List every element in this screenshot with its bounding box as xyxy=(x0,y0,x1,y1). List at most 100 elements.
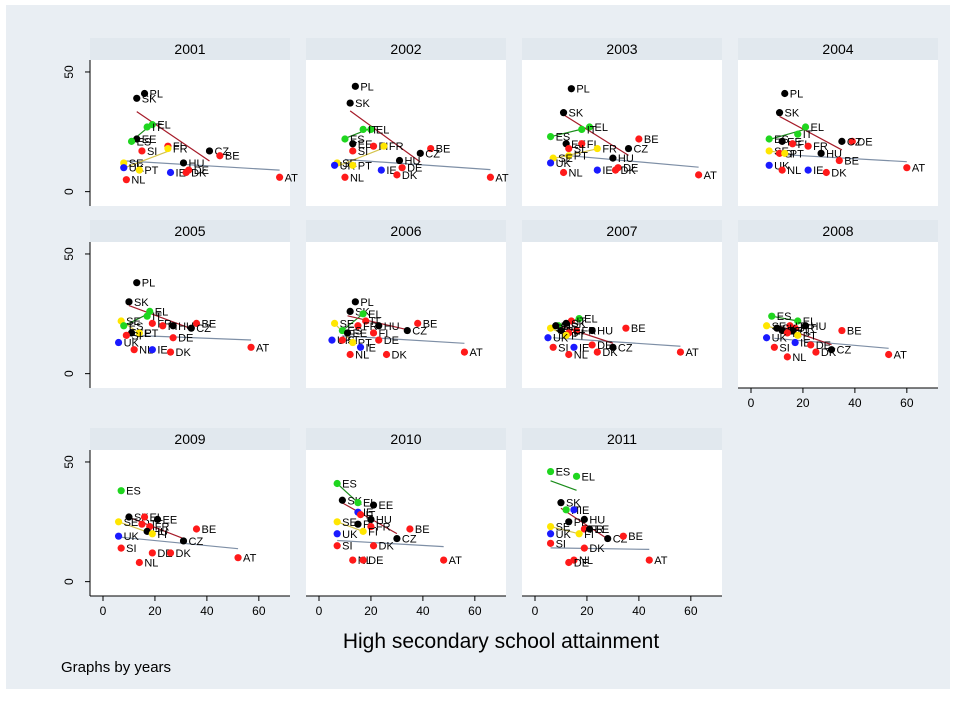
fit-line-red xyxy=(126,160,280,171)
panel-title: 2009 xyxy=(174,431,205,447)
panel-title: 2007 xyxy=(606,223,637,239)
data-point-IT xyxy=(356,511,365,519)
data-point-HU xyxy=(169,322,177,330)
point-label: ES xyxy=(556,467,571,479)
data-point-ES xyxy=(546,467,555,476)
point-label: CZ xyxy=(618,342,633,354)
point-label: EE xyxy=(379,500,394,512)
point-label: FR xyxy=(602,144,617,156)
x-tick-label: 0 xyxy=(748,396,755,410)
point-label: PT xyxy=(790,148,804,160)
point-label: PT xyxy=(574,151,588,163)
point-label: UK xyxy=(556,158,572,170)
data-point-PL xyxy=(552,322,560,330)
point-label: EL xyxy=(582,471,595,483)
point-label: CZ xyxy=(196,323,211,335)
point-label: HU xyxy=(152,526,168,538)
panel-2004: 2004PLSKELITESDECZEEFIFRSESIPTHUBEUKNLIE… xyxy=(738,38,938,206)
point-label: SI xyxy=(558,342,568,354)
point-label: PT xyxy=(144,328,158,340)
point-label: SI xyxy=(358,146,368,158)
point-label: FI xyxy=(587,139,597,151)
data-point-EE xyxy=(557,326,565,335)
point-label: DE xyxy=(194,165,209,177)
data-point-UK xyxy=(546,530,555,538)
data-point-EL xyxy=(354,499,362,507)
point-label: AT xyxy=(495,172,509,184)
data-point-BE xyxy=(216,152,224,160)
point-label: IT xyxy=(803,129,813,141)
point-label: AT xyxy=(243,553,257,565)
point-label: PL xyxy=(790,89,803,101)
point-label: FR xyxy=(389,141,404,153)
data-point-CZ xyxy=(838,137,846,145)
point-label: DK xyxy=(821,347,837,359)
fit-line-red xyxy=(337,539,444,548)
fit-line-red xyxy=(779,153,907,163)
data-point-SI xyxy=(117,544,125,552)
point-label: PL xyxy=(142,278,155,290)
point-label: ES xyxy=(137,136,152,148)
data-point-EL xyxy=(572,472,581,480)
point-label: UK xyxy=(553,333,569,345)
point-label: SI xyxy=(779,342,789,354)
point-label: AT xyxy=(912,163,926,175)
point-label: ES xyxy=(777,311,792,323)
point-label: FR xyxy=(582,326,597,338)
point-label: HU xyxy=(189,158,205,170)
point-label: EL xyxy=(368,309,381,321)
panel-strip xyxy=(90,38,290,60)
data-point-DE xyxy=(185,166,193,174)
point-label: FI xyxy=(173,141,183,153)
point-label: IE xyxy=(176,167,186,179)
point-label: EE xyxy=(163,514,178,526)
point-label: HU xyxy=(589,514,605,526)
fit-line-red xyxy=(342,335,465,344)
point-label: HU xyxy=(811,321,827,333)
data-point-NL xyxy=(349,556,357,564)
x-tick-label: 40 xyxy=(200,604,214,618)
data-point-FR xyxy=(380,142,388,150)
data-point-IT xyxy=(359,125,367,134)
data-point-CZ xyxy=(393,534,401,543)
data-point-FI xyxy=(369,329,378,337)
point-label: EL xyxy=(376,124,389,136)
data-point-SI xyxy=(770,343,778,351)
data-point-PL xyxy=(133,279,141,287)
panel-title: 2001 xyxy=(174,41,205,57)
data-point-CZ xyxy=(609,343,617,351)
data-point-BE xyxy=(835,156,843,165)
plot-area xyxy=(738,242,938,388)
data-point-DE xyxy=(398,164,406,172)
x-tick-label: 40 xyxy=(848,396,862,410)
data-point-UK xyxy=(765,161,773,169)
data-point-SE xyxy=(546,522,555,531)
point-label: SE xyxy=(124,517,139,529)
data-point-DE xyxy=(565,558,573,567)
data-point-FI xyxy=(575,530,583,538)
point-label: IT xyxy=(795,321,805,333)
data-point-PT xyxy=(794,331,802,339)
point-label: IT xyxy=(152,122,162,134)
point-label: IE xyxy=(363,507,373,519)
data-point-IE xyxy=(166,168,175,177)
point-label: NL xyxy=(579,555,593,567)
point-label: IT xyxy=(152,311,162,323)
panel-2008: 2008ESELHUSEITFRSKBEEEPLFIPTUKIEDESICZDK… xyxy=(738,220,938,410)
point-label: DK xyxy=(191,167,207,179)
panel-grid: 2001PLSKELITEEESSIFIFRCZBEHUSEUKPTIEDKDE… xyxy=(62,38,938,618)
panel-2001: 2001PLSKELITEEESSIFIFRCZBEHUSEUKPTIEDKDE… xyxy=(62,38,298,206)
point-label: PT xyxy=(803,330,817,342)
data-point-SK xyxy=(125,298,133,306)
point-label: PL xyxy=(360,297,373,309)
data-point-EL xyxy=(794,317,802,325)
data-point-FR xyxy=(593,144,601,153)
data-point-SI xyxy=(565,144,573,153)
plot-area xyxy=(306,242,506,388)
data-point-DE xyxy=(375,336,383,344)
data-point-SE xyxy=(333,518,341,526)
point-label: IE xyxy=(813,165,823,177)
panel-strip xyxy=(306,38,506,60)
point-label: FI xyxy=(584,529,594,541)
data-point-ES xyxy=(765,135,773,143)
